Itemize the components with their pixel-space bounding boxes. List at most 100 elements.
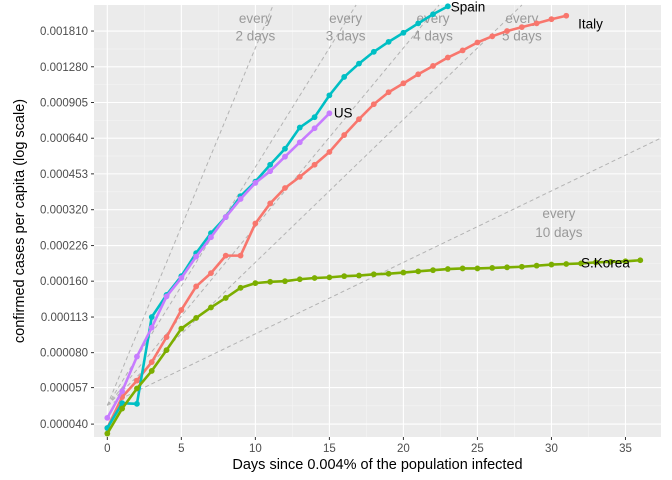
data-point-s-korea <box>430 267 436 274</box>
data-point-s-korea <box>548 261 555 268</box>
data-point-s-korea <box>326 274 333 281</box>
data-point-us <box>311 125 318 132</box>
data-point-s-korea <box>474 265 481 272</box>
data-point-us <box>178 275 185 281</box>
series-label-s-korea: S.Korea <box>581 255 630 270</box>
data-point-italy <box>444 54 451 61</box>
data-point-s-korea <box>104 430 111 437</box>
data-point-s-korea <box>533 262 540 269</box>
data-point-spain <box>282 145 288 152</box>
y-axis-title: confirmed cases per capita (log scale) <box>12 99 28 343</box>
data-point-s-korea <box>444 266 451 272</box>
data-point-spain <box>444 3 451 10</box>
doubling-line-10-days <box>107 137 662 406</box>
data-point-spain <box>148 314 155 320</box>
series-label-spain: Spain <box>451 0 486 14</box>
data-point-s-korea <box>415 268 422 275</box>
data-point-s-korea <box>282 278 288 285</box>
data-point-s-korea <box>134 385 140 392</box>
data-point-us <box>222 214 229 220</box>
data-point-italy <box>267 200 274 207</box>
y-tick-label: 0.000640 <box>40 133 88 145</box>
data-point-us <box>296 139 303 146</box>
data-point-s-korea <box>607 258 614 265</box>
data-point-s-korea <box>163 347 170 353</box>
data-point-italy <box>489 33 496 40</box>
y-tick-label: 0.000113 <box>41 312 88 324</box>
data-point-s-korea <box>489 264 496 271</box>
data-point-us <box>267 168 274 175</box>
data-point-italy <box>356 116 362 123</box>
data-point-italy <box>563 12 570 19</box>
doubling-label-10-days: every <box>542 206 575 221</box>
x-axis: 0 5 10 15 20 25 30 35 <box>104 437 632 455</box>
doubling-label-4-days: 4 days <box>413 29 453 44</box>
x-tick-label: 15 <box>323 443 336 455</box>
panel-background <box>94 5 661 437</box>
doubling-line-4-days <box>106 4 440 406</box>
data-point-spain <box>296 124 303 131</box>
data-point-s-korea <box>400 269 407 276</box>
data-point-italy <box>415 71 422 78</box>
data-point-italy <box>430 63 436 69</box>
data-point-s-korea <box>578 260 584 267</box>
x-tick-label: 20 <box>397 443 410 455</box>
data-point-spain <box>356 60 362 67</box>
data-point-spain <box>415 20 422 27</box>
data-point-s-korea <box>356 272 362 279</box>
data-point-italy <box>296 173 303 180</box>
x-tick-label: 10 <box>249 443 262 455</box>
data-point-spain <box>430 11 436 18</box>
data-point-italy <box>237 252 244 259</box>
data-point-us <box>193 253 200 260</box>
y-axis: 0.000040 0.000057 0.000080 0.000113 0.000160… <box>40 26 94 431</box>
data-point-us <box>134 353 140 360</box>
data-point-italy <box>311 161 318 168</box>
x-tick-label: 35 <box>619 443 632 455</box>
data-point-spain <box>385 38 392 45</box>
data-point-italy <box>134 377 140 384</box>
data-point-italy <box>326 149 333 155</box>
y-tick-label: 0.001280 <box>40 62 88 74</box>
data-point-italy <box>504 28 510 34</box>
series-layer: Italy Spain US S.Korea <box>104 0 644 437</box>
y-tick-label: 0.000453 <box>40 169 88 181</box>
data-point-italy <box>385 89 392 96</box>
data-point-italy <box>459 47 466 54</box>
series-line-us <box>106 112 331 420</box>
data-point-italy <box>400 80 407 87</box>
y-tick-label: 0.000057 <box>40 383 88 395</box>
data-point-s-korea <box>518 263 525 270</box>
data-point-s-korea <box>637 257 644 264</box>
data-point-spain <box>370 48 377 55</box>
y-tick-label: 0.001810 <box>40 26 88 38</box>
x-tick-label: 30 <box>545 443 558 455</box>
data-point-us <box>208 234 214 241</box>
data-point-s-korea <box>370 271 377 278</box>
data-point-us <box>252 179 259 186</box>
data-point-s-korea <box>208 304 214 311</box>
data-point-s-korea <box>193 315 200 321</box>
data-point-s-korea <box>385 270 392 277</box>
data-point-s-korea <box>622 258 629 265</box>
data-point-spain <box>400 29 407 36</box>
data-point-italy <box>252 220 259 227</box>
doubling-line-2-days <box>106 4 274 406</box>
data-point-us <box>237 196 244 202</box>
data-point-us <box>104 414 111 421</box>
doubling-label-4-days: every <box>417 11 450 26</box>
data-point-s-korea <box>119 405 126 412</box>
data-point-us <box>282 153 288 160</box>
data-point-italy <box>222 252 229 259</box>
data-point-s-korea <box>563 261 570 267</box>
data-point-italy <box>518 24 525 31</box>
y-tick-label: 0.000905 <box>40 98 88 110</box>
data-point-italy <box>208 270 214 277</box>
data-point-italy <box>193 283 200 290</box>
data-point-italy <box>148 359 155 365</box>
data-point-us <box>119 388 126 395</box>
data-point-italy <box>341 132 348 138</box>
series-label-us: US <box>334 106 353 121</box>
data-point-s-korea <box>267 278 274 285</box>
data-point-s-korea <box>237 284 244 291</box>
